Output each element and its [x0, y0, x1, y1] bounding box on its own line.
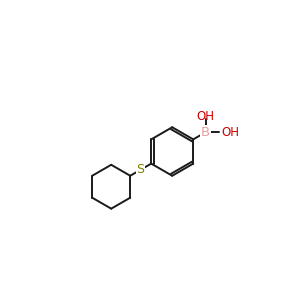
Text: B: B	[201, 126, 210, 139]
Text: OH: OH	[222, 126, 240, 139]
Text: OH: OH	[196, 110, 214, 122]
Text: S: S	[136, 164, 144, 176]
